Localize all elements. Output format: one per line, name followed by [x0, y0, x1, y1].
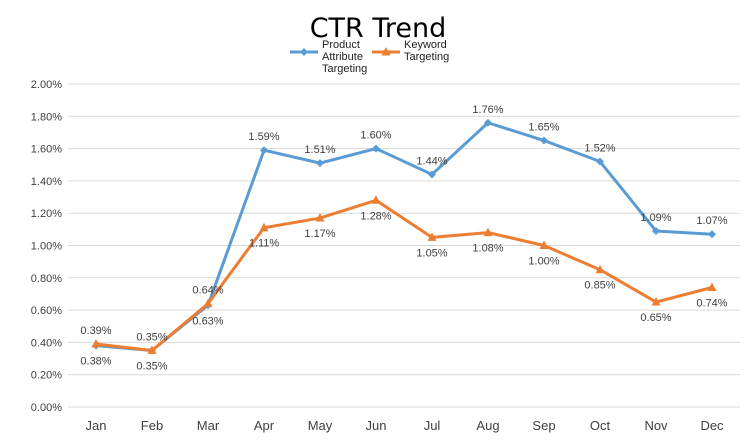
- grid-lines: [68, 83, 740, 408]
- y-tick-label: 0.00%: [31, 402, 62, 414]
- chart-title: CTR Trend: [310, 13, 447, 44]
- data-label: 1.65%: [528, 122, 559, 134]
- data-label: 1.44%: [416, 155, 447, 167]
- data-label: 1.28%: [360, 210, 391, 222]
- x-axis-ticks: Jan Feb Mar Apr May Jun Jul Aug Sep Oct Nov Dec: [86, 418, 725, 433]
- data-point: [539, 240, 549, 249]
- data-point: [651, 297, 661, 306]
- x-tick-label: Sep: [532, 418, 555, 433]
- x-tick-label: Dec: [700, 418, 724, 433]
- data-point: [708, 230, 716, 239]
- data-point: [315, 213, 325, 222]
- data-label: 1.52%: [584, 143, 615, 155]
- data-point: [428, 170, 436, 179]
- x-tick-label: May: [308, 418, 333, 433]
- y-tick-label: 0.20%: [31, 370, 62, 382]
- data-label: 1.76%: [472, 104, 503, 116]
- legend-label: Product: [322, 39, 360, 51]
- data-label: 1.00%: [528, 256, 559, 268]
- data-point: [540, 136, 548, 145]
- x-tick-label: Apr: [254, 418, 275, 433]
- data-label: 1.07%: [696, 215, 727, 227]
- data-point: [91, 339, 101, 348]
- data-point: [595, 264, 605, 274]
- data-point: [427, 232, 437, 241]
- x-tick-label: Nov: [644, 418, 668, 433]
- data-label: 0.64%: [192, 285, 223, 297]
- data-point: [203, 298, 213, 308]
- series-layer: [91, 118, 717, 355]
- data-point: [652, 226, 660, 235]
- data-point: [707, 282, 717, 291]
- chart-legend: ProductAttributeTargetingKeywordTargetin…: [290, 39, 449, 75]
- data-label: 1.05%: [416, 247, 447, 259]
- series-product-attribute-targeting: [92, 118, 716, 355]
- series-line: [94, 121, 714, 352]
- x-tick-label: Jun: [366, 418, 387, 433]
- data-label: 1.08%: [472, 243, 503, 255]
- legend-label: Targeting: [322, 63, 367, 75]
- y-axis-ticks: 0.00% 0.20% 0.40% 0.60% 0.80% 1.00% 1.20% 1.40%…: [31, 79, 62, 414]
- y-tick-label: 1.20%: [31, 208, 62, 220]
- x-tick-label: Mar: [197, 418, 220, 433]
- data-label: 1.17%: [304, 228, 335, 240]
- legend-label: Keyword: [404, 39, 447, 51]
- y-tick-label: 1.40%: [31, 176, 62, 188]
- data-label: 0.39%: [80, 325, 111, 337]
- y-tick-label: 1.80%: [31, 111, 62, 123]
- x-tick-label: Oct: [590, 418, 611, 433]
- data-label: 0.65%: [640, 312, 671, 324]
- data-labels-layer: 0.38% 0.39% 0.35% 0.35% 0.63% 0.64% 1.59% 1.11%…: [80, 104, 727, 373]
- data-label: 1.59%: [248, 131, 279, 143]
- x-tick-label: Jan: [86, 418, 107, 433]
- legend-label: Targeting: [404, 51, 449, 63]
- data-point: [371, 195, 381, 204]
- data-point: [147, 345, 157, 354]
- data-label: 0.35%: [136, 331, 167, 343]
- data-point: [259, 222, 269, 232]
- data-point: [260, 146, 268, 155]
- y-tick-label: 0.60%: [31, 305, 62, 317]
- x-tick-label: Feb: [141, 418, 163, 433]
- data-point: [372, 144, 380, 153]
- series-line: [94, 198, 714, 352]
- data-label: 1.51%: [304, 144, 335, 156]
- y-tick-label: 0.80%: [31, 273, 62, 285]
- data-label: 0.74%: [696, 297, 727, 309]
- y-tick-label: 2.00%: [31, 79, 62, 91]
- y-tick-label: 1.00%: [31, 241, 62, 253]
- data-point: [300, 48, 308, 56]
- y-tick-label: 0.40%: [31, 337, 62, 349]
- series-keyword-targeting: [91, 195, 717, 354]
- data-label: 0.35%: [136, 360, 167, 372]
- data-label: 1.11%: [249, 238, 280, 250]
- data-label: 1.60%: [360, 130, 391, 142]
- data-label: 0.63%: [192, 315, 223, 327]
- data-point: [316, 159, 324, 168]
- data-label: 1.09%: [640, 212, 671, 224]
- data-point: [484, 118, 492, 127]
- y-tick-label: 1.60%: [31, 144, 62, 156]
- data-point: [483, 227, 493, 237]
- data-label: 0.38%: [80, 356, 111, 368]
- legend-label: Attribute: [322, 51, 363, 63]
- data-point: [596, 157, 604, 166]
- data-point: [381, 47, 391, 56]
- x-tick-label: Jul: [424, 418, 441, 433]
- data-label: 0.85%: [584, 280, 615, 292]
- x-tick-label: Aug: [476, 418, 499, 433]
